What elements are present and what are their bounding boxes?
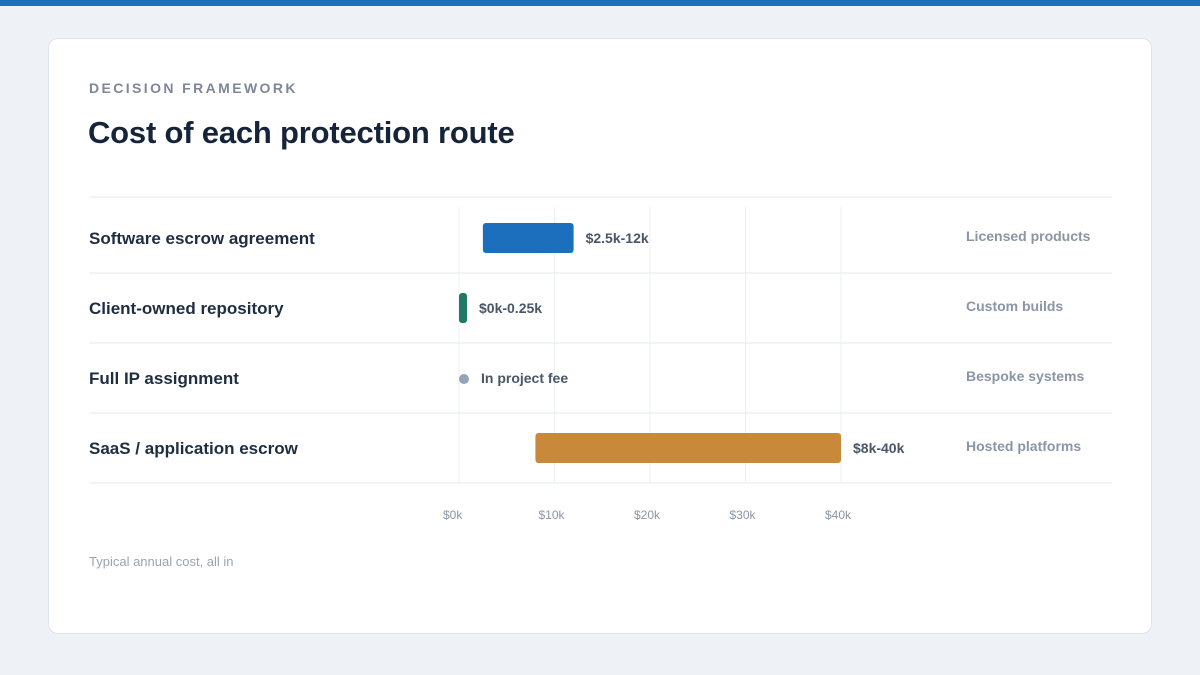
x-tick-label: $10k	[539, 508, 566, 522]
accent-top-bar	[0, 0, 1200, 6]
page-title: Cost of each protection route	[88, 115, 515, 150]
row-label-saas-escrow: SaaS / application escrow	[89, 439, 298, 458]
row-note-bespoke-systems: Bespoke systems	[966, 368, 1085, 384]
range-bar-chart: $2.5k-12k $0k-0.25k In project fee $8k-40k $…	[89, 196, 1112, 522]
x-tick-label: $20k	[634, 508, 661, 522]
x-tick-label: $0k	[443, 508, 463, 522]
row-label-software-escrow: Software escrow agreement	[89, 229, 315, 248]
row-label-client-repo: Client-owned repository	[89, 299, 284, 318]
bar-value-label: $8k-40k	[853, 440, 905, 456]
bar-value-label: $2.5k-12k	[586, 230, 649, 246]
row-note-licensed-products: Licensed products	[966, 228, 1091, 244]
range-marker-dot	[459, 374, 469, 384]
eyebrow-label: DECISION FRAMEWORK	[89, 80, 298, 96]
range-bar	[535, 433, 841, 463]
chart-card: DECISION FRAMEWORK Cost of each protecti…	[48, 38, 1152, 634]
chart-footnote: Typical annual cost, all in	[89, 554, 234, 569]
row-label-ip-assignment: Full IP assignment	[89, 369, 239, 388]
bar-value-label: $0k-0.25k	[479, 300, 542, 316]
row-note-hosted-platforms: Hosted platforms	[966, 438, 1082, 454]
row-note-custom-builds: Custom builds	[966, 298, 1064, 314]
bar-value-label: In project fee	[481, 370, 568, 386]
range-bar	[459, 293, 467, 323]
x-tick-label: $30k	[730, 508, 757, 522]
x-tick-label: $40k	[825, 508, 852, 522]
range-bar	[482, 223, 574, 253]
